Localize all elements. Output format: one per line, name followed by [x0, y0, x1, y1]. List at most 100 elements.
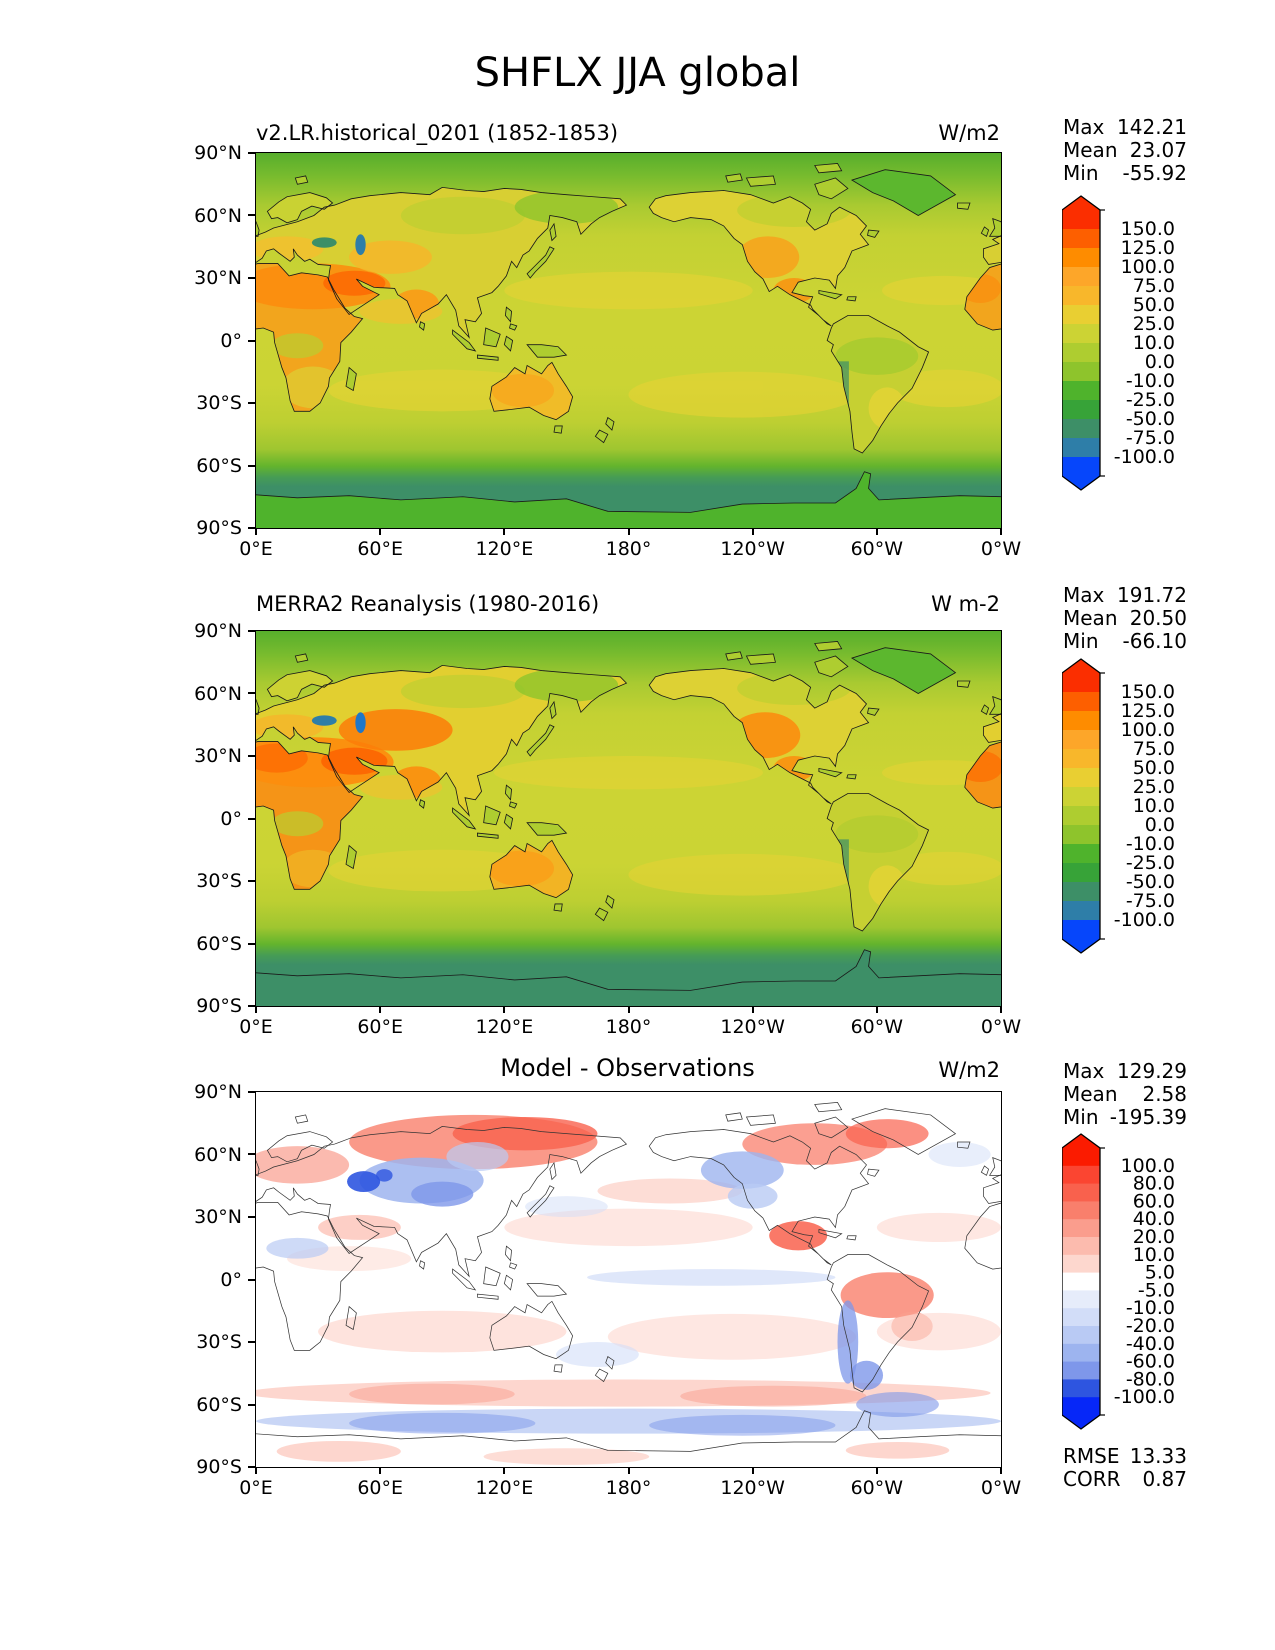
x-tick-label: 120°W — [720, 1477, 785, 1499]
y-tick — [248, 1091, 255, 1093]
x-tick — [1000, 528, 1002, 535]
y-tick-label: 90°N — [194, 1081, 242, 1103]
x-tick — [751, 1467, 754, 1474]
panel-units-diff: W/m2 — [938, 1058, 1000, 1082]
map-diff: 0°E 60°E 120°E 180° 120°W 60°W 0°W 90°N 60°N 30°N… — [194, 1081, 1021, 1499]
x-tick — [627, 1006, 630, 1013]
colorbar-obs: 150.0 125.0 100.0 75.0 50.0 25.0 10.0 0.0 -10.0-… — [1061, 658, 1194, 958]
x-tick-label: 0°W — [980, 1016, 1022, 1038]
svg-text:-10.0: -10.0 — [1126, 370, 1175, 392]
x-tick-label: 120°E — [475, 538, 534, 560]
x-tick-label: 0°E — [239, 1477, 273, 1499]
stat-mean: Mean 2.58 — [1063, 1082, 1187, 1106]
y-tick-label: 60°N — [194, 204, 242, 227]
svg-text:0.0: 0.0 — [1145, 814, 1175, 836]
x-tick — [379, 1006, 382, 1013]
x-tick-label: 120°E — [475, 1477, 534, 1499]
y-tick — [248, 464, 255, 467]
svg-text:5.0: 5.0 — [1145, 1262, 1175, 1284]
y-tick-label: 90°S — [196, 995, 242, 1017]
x-tick-label: 180° — [605, 1016, 652, 1038]
x-tick-label: 120°E — [475, 1016, 534, 1038]
metrics-diff: RMSE 13.33 CORR 0.87 — [1063, 1445, 1187, 1491]
y-tick-label: 0° — [220, 807, 242, 830]
svg-text:100.0: 100.0 — [1121, 719, 1175, 741]
y-tick — [248, 1278, 255, 1281]
y-tick-label: 30°S — [196, 392, 242, 414]
svg-text:-75.0: -75.0 — [1126, 890, 1175, 912]
map-model: 0°E 60°E 120°E 180° 120°W 60°W 0°W 90°N 60°N 30°N… — [194, 142, 1021, 560]
x-tick-label: 60°W — [850, 538, 904, 560]
svg-text:-75.0: -75.0 — [1126, 427, 1175, 449]
x-tick — [255, 528, 257, 535]
x-tick — [379, 1467, 382, 1474]
svg-text:40.0: 40.0 — [1133, 1208, 1175, 1230]
x-tick — [255, 1006, 257, 1013]
y-tick — [248, 214, 255, 217]
svg-text:-50.0: -50.0 — [1126, 871, 1175, 893]
y-tick-label: 30°S — [196, 1331, 242, 1353]
x-tick — [751, 1006, 754, 1013]
svg-text:-100.0: -100.0 — [1114, 446, 1175, 468]
svg-text:-50.0: -50.0 — [1126, 408, 1175, 430]
svg-text:75.0: 75.0 — [1133, 738, 1175, 760]
map-obs: 0°E 60°E 120°E 180° 120°W 60°W 0°W 90°N 60°N 30°N… — [194, 620, 1021, 1038]
y-tick — [248, 817, 255, 820]
svg-text:60.0: 60.0 — [1133, 1190, 1175, 1212]
x-tick — [503, 1467, 506, 1474]
y-tick-label: 90°N — [194, 620, 242, 642]
x-tick — [875, 1467, 878, 1474]
stat-max: Max 129.29 — [1063, 1059, 1187, 1083]
y-tick — [248, 401, 255, 404]
metric-corr: CORR 0.87 — [1063, 1467, 1187, 1491]
svg-text:-100.0: -100.0 — [1114, 909, 1175, 931]
stat-min: Min -66.10 — [1063, 629, 1187, 653]
svg-text:150.0: 150.0 — [1121, 681, 1175, 703]
x-tick — [875, 1006, 878, 1013]
svg-text:25.0: 25.0 — [1133, 776, 1175, 798]
x-tick — [255, 1467, 257, 1474]
x-tick — [751, 528, 754, 535]
colorbar-model: 150.0 125.0 100.0 75.0 50.0 25.0 10.0 0.0 -10.0-… — [1061, 195, 1194, 495]
y-tick-label: 30°N — [194, 267, 242, 289]
x-tick-label: 60°E — [357, 1016, 403, 1038]
y-tick — [248, 276, 255, 279]
panel-title-obs: MERRA2 Reanalysis (1980-2016) — [256, 592, 600, 616]
y-tick — [248, 1153, 255, 1156]
svg-text:20.0: 20.0 — [1133, 1226, 1175, 1248]
svg-text:25.0: 25.0 — [1133, 313, 1175, 335]
svg-text:100.0: 100.0 — [1121, 256, 1175, 278]
x-tick — [1000, 1467, 1002, 1474]
y-tick — [248, 754, 255, 757]
colorbar-svg: 150.0125.0100.075.050.025.010.00.0-10.0-… — [1061, 195, 1175, 491]
svg-text:-5.0: -5.0 — [1138, 1279, 1175, 1301]
x-tick-label: 120°W — [720, 538, 785, 560]
svg-text:0.0: 0.0 — [1145, 351, 1175, 373]
stats-model: Max 142.21 Mean 23.07 Min -55.92 — [1063, 116, 1187, 185]
x-tick — [875, 528, 878, 535]
x-tick-label: 60°W — [850, 1016, 904, 1038]
y-tick-label: 30°S — [196, 870, 242, 892]
x-tick-label: 60°E — [357, 538, 403, 560]
y-tick — [248, 1005, 255, 1007]
x-tick-label: 60°E — [357, 1477, 403, 1499]
y-tick — [248, 527, 255, 529]
y-tick-label: 60°N — [194, 682, 242, 705]
svg-text:-10.0: -10.0 — [1126, 833, 1175, 855]
y-tick-label: 90°N — [194, 142, 242, 164]
x-tick — [627, 1467, 630, 1474]
y-tick-label: 60°S — [196, 932, 242, 955]
y-tick — [248, 1466, 255, 1468]
y-tick-label: 60°S — [196, 1393, 242, 1416]
svg-text:-25.0: -25.0 — [1126, 389, 1175, 411]
y-tick-label: 60°S — [196, 454, 242, 477]
x-tick-label: 0°W — [980, 538, 1022, 560]
map-model-canvas — [256, 153, 1001, 528]
x-tick — [379, 528, 382, 535]
caspian-sea — [355, 712, 366, 734]
stats-diff: Max 129.29 Mean 2.58 Min -195.39 — [1063, 1060, 1187, 1129]
svg-text:-10.0: -10.0 — [1126, 1297, 1175, 1319]
y-tick-label: 30°N — [194, 1206, 242, 1228]
svg-text:80.0: 80.0 — [1133, 1173, 1175, 1195]
metric-rmse: RMSE 13.33 — [1063, 1444, 1187, 1468]
